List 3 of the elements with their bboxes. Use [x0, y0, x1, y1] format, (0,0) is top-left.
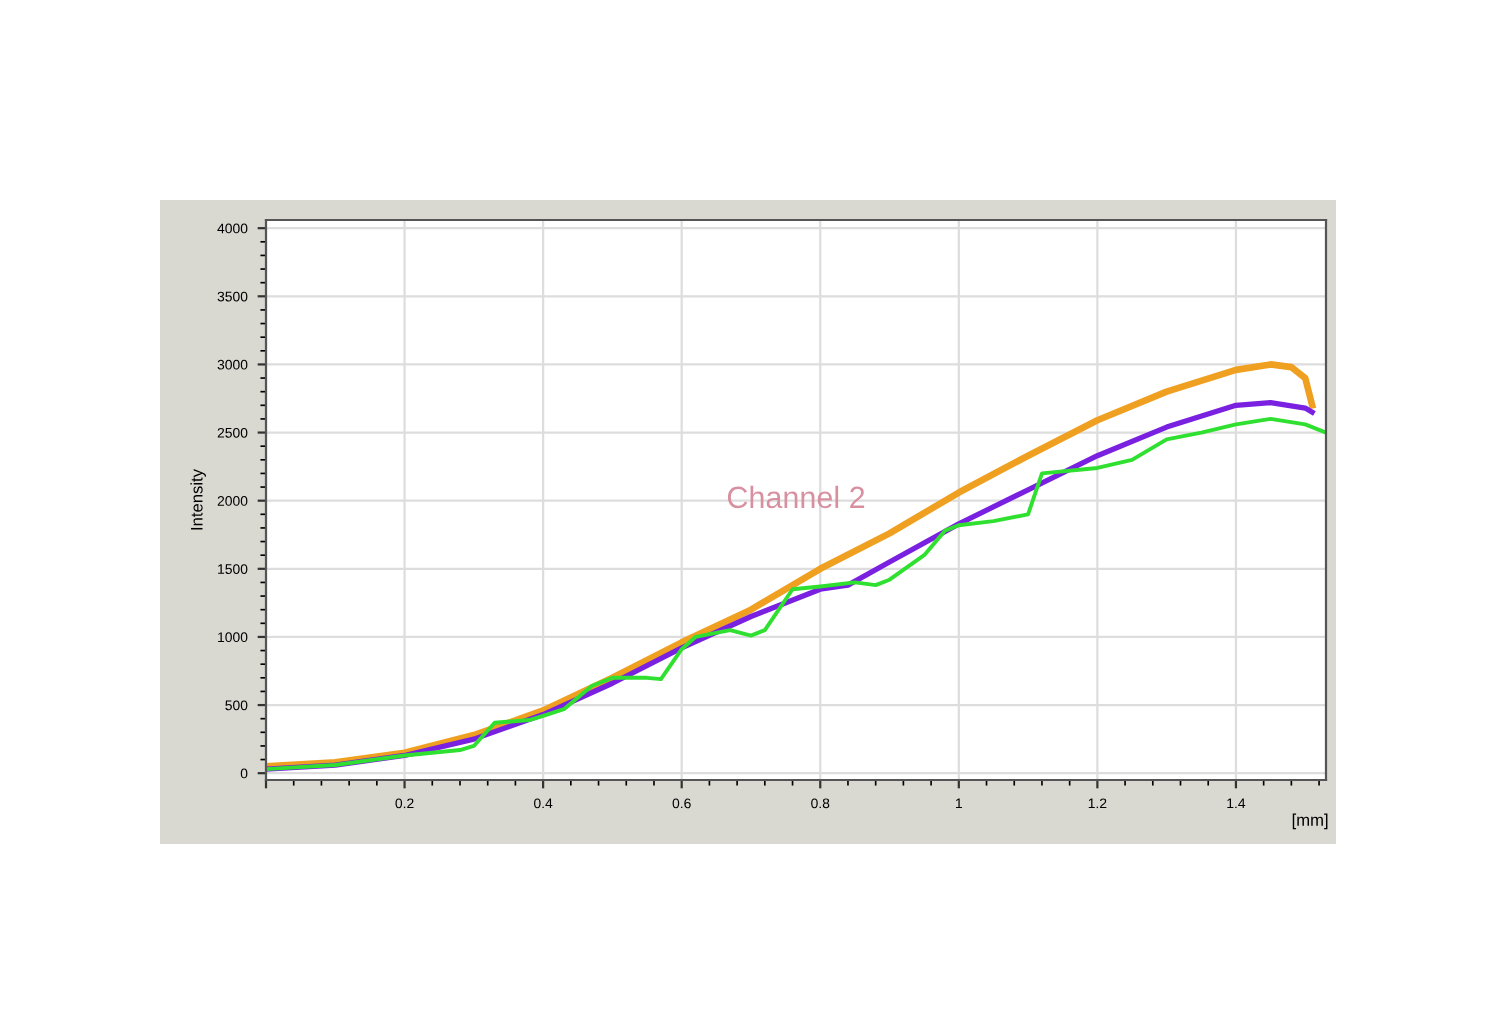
y-axis-title: Intensity [190, 469, 206, 530]
x-axis-title: [mm] [1292, 813, 1328, 830]
annotation: Channel 2 [727, 485, 865, 509]
